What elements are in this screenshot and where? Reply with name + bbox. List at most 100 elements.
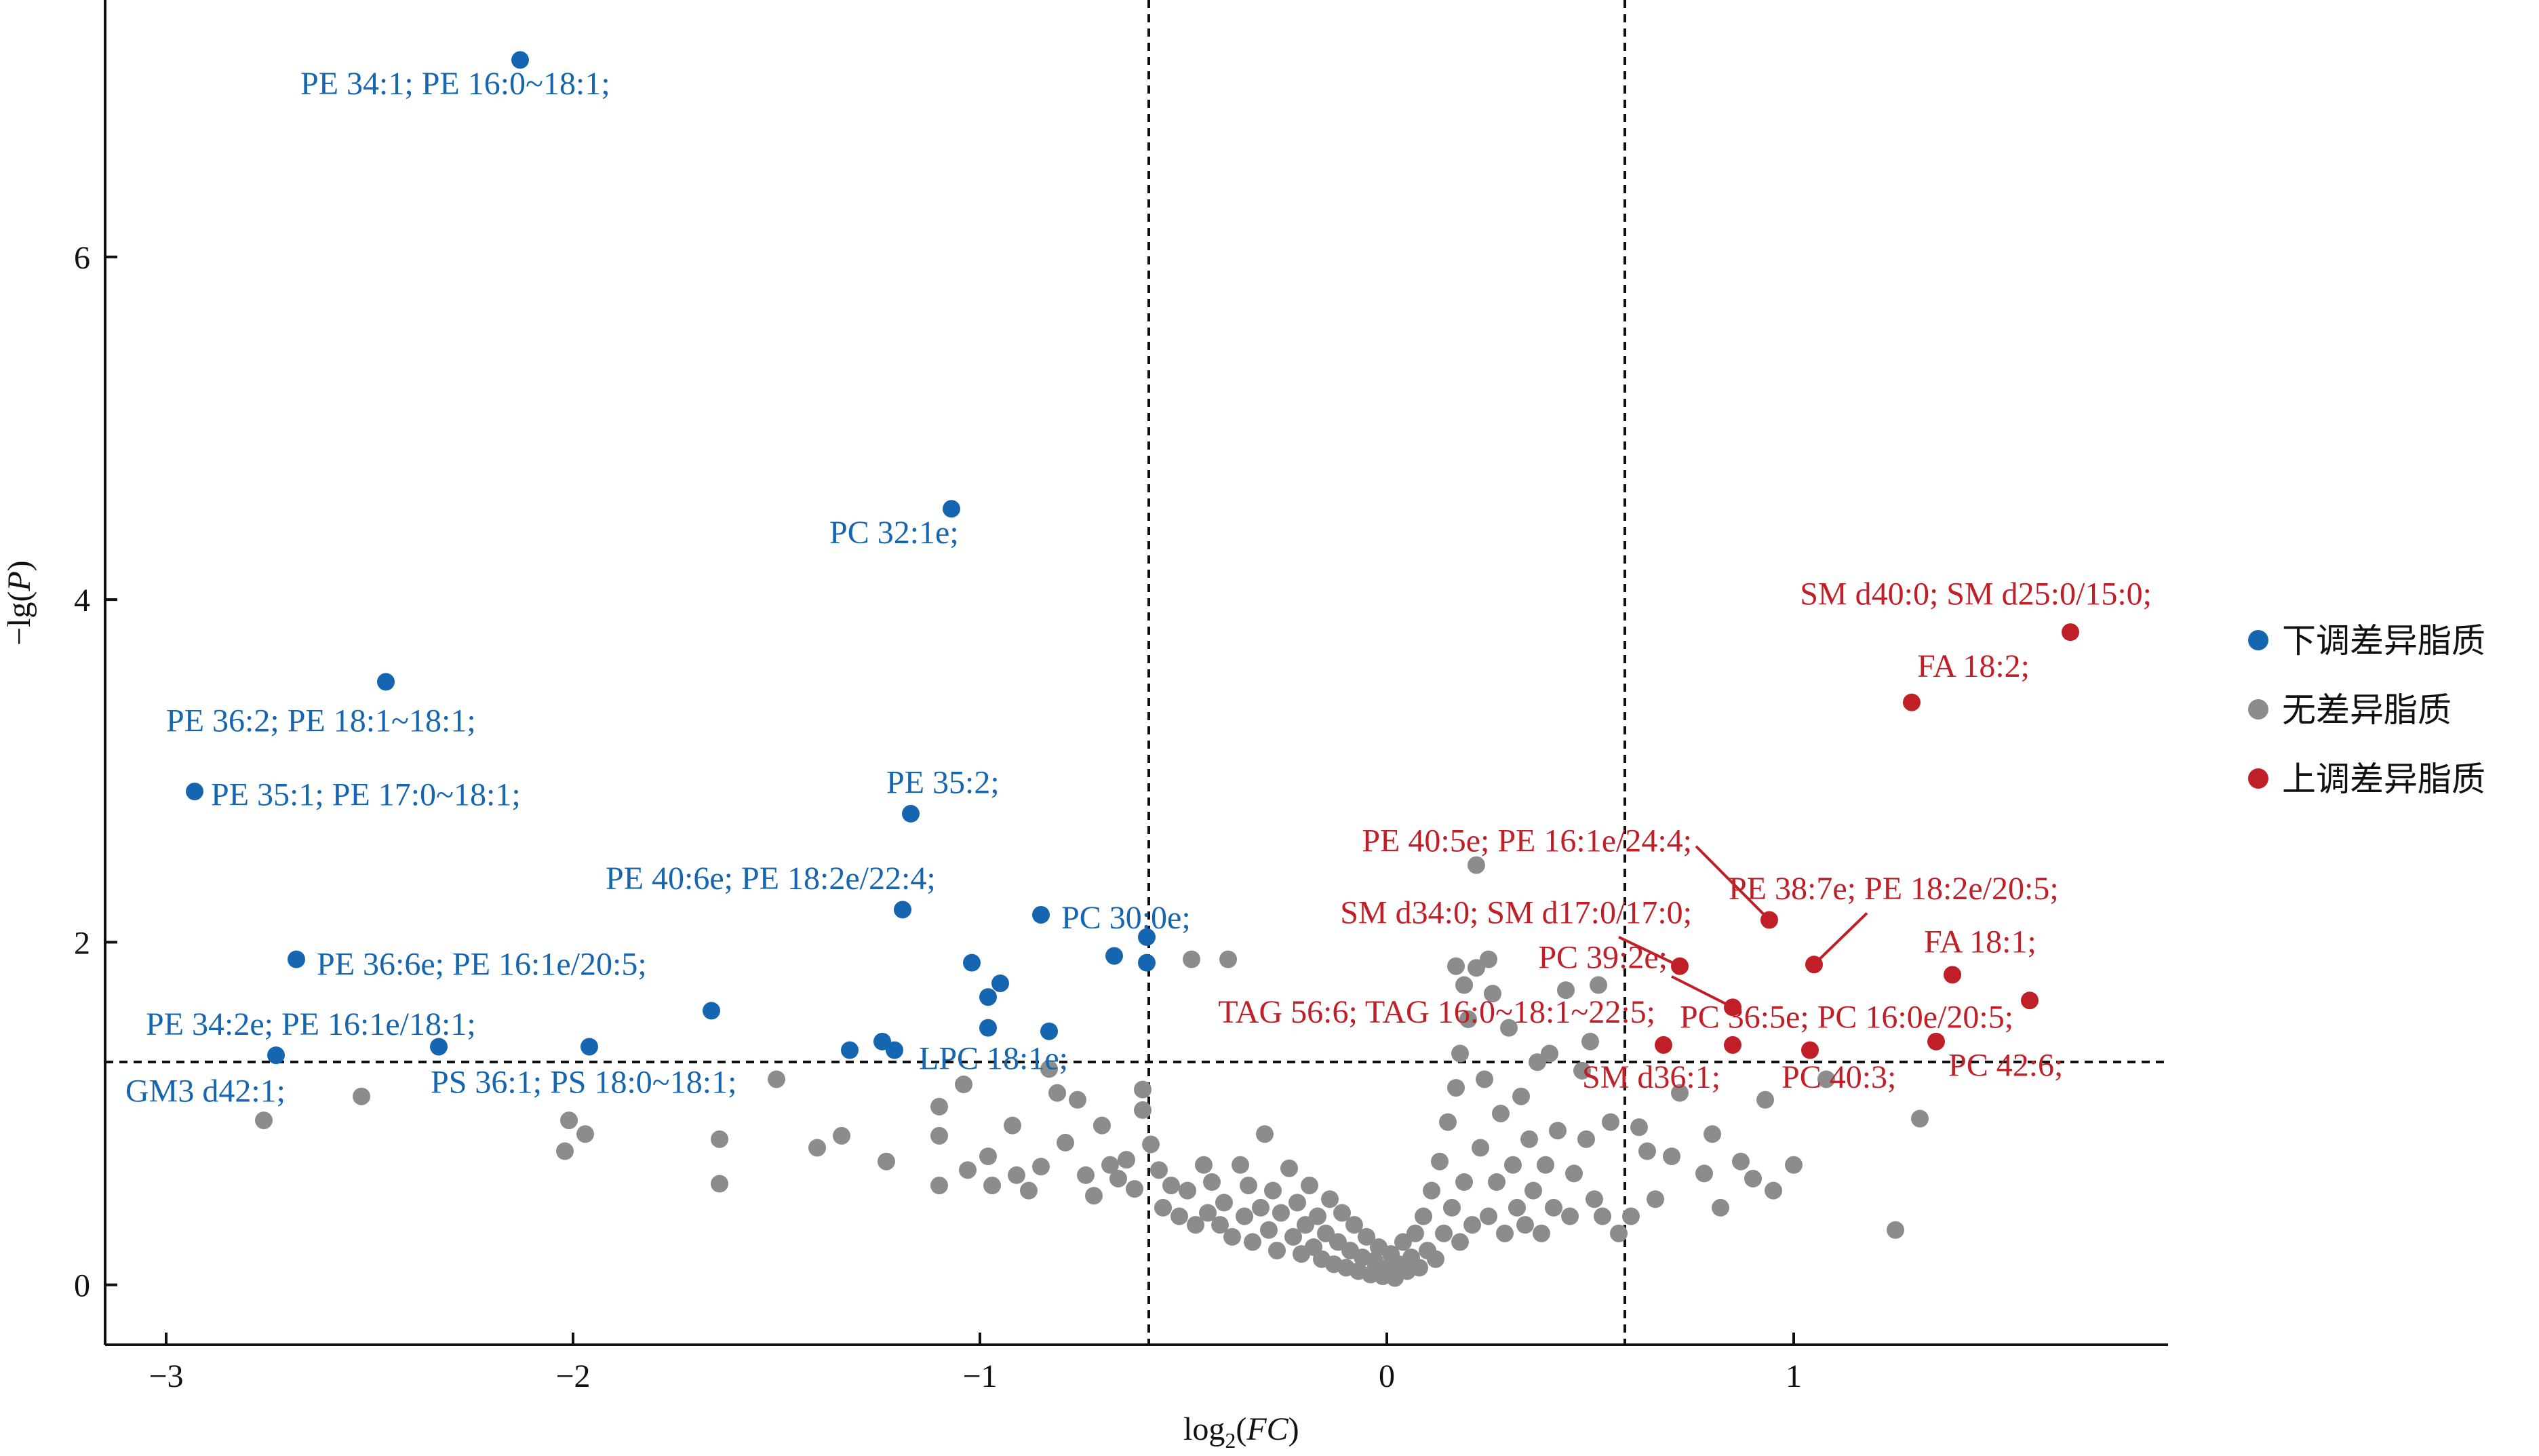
point-none bbox=[983, 1177, 1001, 1195]
point-down bbox=[377, 673, 395, 691]
point-none bbox=[353, 1087, 370, 1105]
point-none bbox=[1524, 1181, 1542, 1200]
point-down bbox=[841, 1041, 859, 1059]
point-none bbox=[1134, 1101, 1152, 1119]
point-none bbox=[1321, 1190, 1339, 1208]
point-none bbox=[1162, 1177, 1180, 1195]
point-none bbox=[556, 1142, 574, 1160]
point-none bbox=[1431, 1152, 1449, 1170]
leader-line bbox=[1695, 845, 1771, 921]
point-none bbox=[1020, 1181, 1038, 1200]
point-none bbox=[560, 1111, 578, 1130]
significant-points bbox=[186, 51, 2079, 1065]
point-none bbox=[1345, 1216, 1363, 1234]
point-none bbox=[1170, 1207, 1188, 1225]
point-none bbox=[1887, 1221, 1904, 1239]
point-none bbox=[1586, 1190, 1603, 1208]
point-none bbox=[1541, 1044, 1558, 1063]
point-none bbox=[1423, 1181, 1440, 1200]
point-up bbox=[1655, 1036, 1672, 1054]
point-none bbox=[1415, 1207, 1432, 1225]
point-none bbox=[1765, 1181, 1782, 1200]
point-none bbox=[1150, 1161, 1168, 1179]
point-none bbox=[1447, 957, 1465, 975]
point-none bbox=[1455, 1173, 1473, 1192]
point-none bbox=[1695, 1164, 1713, 1183]
point-none bbox=[930, 1177, 948, 1195]
point-none bbox=[255, 1111, 273, 1130]
point-none bbox=[1459, 1010, 1477, 1029]
point-none bbox=[1118, 1151, 1135, 1169]
y-tick-label: 0 bbox=[74, 1268, 90, 1304]
point-none bbox=[1244, 1233, 1261, 1251]
point-none bbox=[1911, 1109, 1929, 1128]
point-none bbox=[1394, 1233, 1412, 1251]
point-up bbox=[2021, 991, 2039, 1010]
point-down bbox=[430, 1038, 448, 1056]
point-none bbox=[1297, 1216, 1314, 1234]
point-up bbox=[1801, 1041, 1819, 1059]
point-none bbox=[1516, 1216, 1534, 1234]
point-down bbox=[963, 953, 981, 972]
point-down bbox=[979, 1019, 997, 1037]
point-none bbox=[1280, 1159, 1298, 1177]
point-up bbox=[1927, 1032, 1945, 1050]
point-down bbox=[979, 988, 997, 1006]
point-none bbox=[1451, 1233, 1469, 1251]
point-up bbox=[1724, 1036, 1741, 1054]
point-label: PE 36:2; PE 18:1~18:1; bbox=[166, 703, 476, 739]
point-up bbox=[1903, 693, 1921, 711]
point-none bbox=[1057, 1133, 1074, 1152]
point-label: PC 32:1e; bbox=[829, 515, 959, 551]
point-none bbox=[1183, 950, 1200, 968]
point-none bbox=[1236, 1207, 1253, 1225]
point-none bbox=[1785, 1156, 1803, 1174]
point-up bbox=[1805, 956, 1823, 974]
point-none bbox=[1301, 1177, 1318, 1195]
point-none bbox=[1533, 1224, 1550, 1242]
point-none bbox=[1260, 1221, 1278, 1239]
point-none bbox=[1309, 1207, 1326, 1225]
point-none bbox=[1671, 1084, 1689, 1102]
legend-label-down: 下调差异脂质 bbox=[2282, 621, 2485, 661]
point-down bbox=[267, 1046, 285, 1065]
point-none bbox=[1504, 1156, 1522, 1174]
x-axis-title: log2(FC) bbox=[1183, 1411, 1299, 1453]
point-none bbox=[1008, 1166, 1025, 1184]
point-label: PC 36:5e; PC 16:0e/20:5; bbox=[1680, 1000, 2013, 1036]
point-none bbox=[1573, 1061, 1591, 1080]
point-none bbox=[1447, 1079, 1465, 1097]
point-up bbox=[1671, 957, 1689, 975]
point-none bbox=[1329, 1233, 1347, 1251]
point-none bbox=[1756, 1090, 1774, 1109]
axes: −3 −2 −1 0 1 0 2 4 6 log2(FC) −lg(P) bbox=[1, 0, 2168, 1453]
point-none bbox=[1565, 1164, 1583, 1183]
point-label: PE 35:2; bbox=[886, 765, 1000, 801]
point-none bbox=[1537, 1156, 1554, 1174]
point-down bbox=[991, 974, 1009, 992]
point-none bbox=[1663, 1147, 1680, 1166]
point-none bbox=[1085, 1187, 1103, 1205]
point-none bbox=[930, 1126, 948, 1145]
point-label: SM d34:0; SM d17:0/17:0; bbox=[1340, 895, 1692, 931]
point-down bbox=[186, 783, 203, 801]
legend-marker-none bbox=[2248, 699, 2268, 720]
point-none bbox=[1101, 1156, 1119, 1174]
point-label: PC 42:6; bbox=[1948, 1047, 2063, 1083]
point-none bbox=[1040, 1060, 1058, 1078]
point-none bbox=[1622, 1207, 1640, 1225]
y-tick-label: 4 bbox=[74, 583, 90, 618]
x-tick-label: 1 bbox=[1786, 1358, 1802, 1394]
point-none bbox=[1211, 1216, 1229, 1234]
point-none bbox=[1004, 1116, 1021, 1135]
point-none bbox=[833, 1126, 850, 1145]
point-up bbox=[1760, 911, 1778, 929]
point-none bbox=[1744, 1169, 1762, 1187]
legend-marker-up bbox=[2248, 768, 2268, 789]
point-none bbox=[1268, 1242, 1286, 1260]
point-none bbox=[1610, 1224, 1628, 1242]
point-down bbox=[288, 950, 305, 968]
point-none bbox=[1032, 1158, 1050, 1176]
point-none bbox=[1443, 1198, 1461, 1217]
leader-line bbox=[1813, 911, 1868, 966]
